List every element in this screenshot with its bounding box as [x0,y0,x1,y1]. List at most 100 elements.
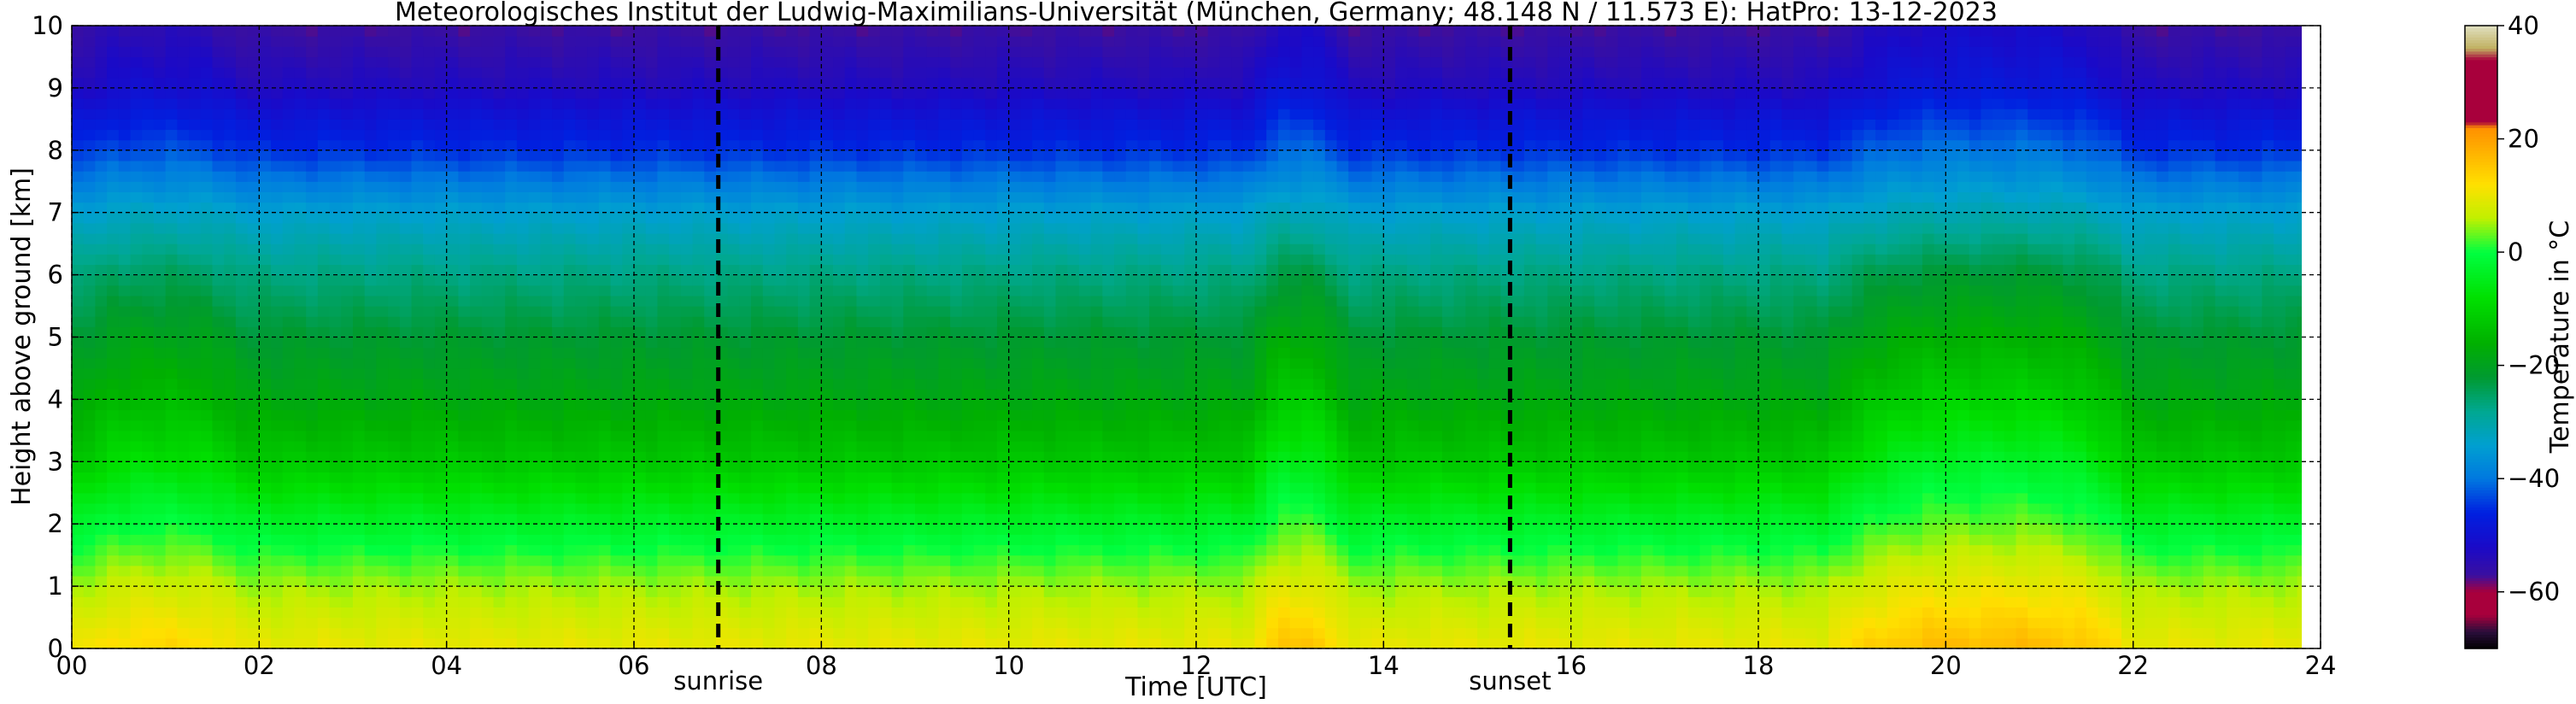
heatmap-cell [950,212,963,224]
heatmap-cell [224,46,237,58]
heatmap-cell [669,222,682,234]
heatmap-cell [364,77,378,89]
heatmap-cell [903,171,916,182]
heatmap-cell [446,191,459,203]
heatmap-cell [926,191,940,203]
heatmap-cell [481,243,495,255]
heatmap-cell [235,306,249,317]
heatmap-cell [809,544,822,556]
heatmap-cell [1020,492,1033,504]
heatmap-cell [833,357,846,369]
heatmap-cell [271,233,284,244]
heatmap-cell [961,575,975,587]
heatmap-cell [446,129,459,141]
heatmap-cell [692,274,705,286]
heatmap-cell [751,492,764,504]
heatmap-cell [399,222,413,234]
heatmap-cell [645,233,659,244]
heatmap-cell [622,596,635,607]
heatmap-cell [868,554,881,566]
heatmap-cell [247,513,260,525]
heatmap-cell [306,254,319,266]
heatmap-cell [751,67,764,79]
heatmap-cell [118,233,132,244]
heatmap-cell [610,347,623,359]
heatmap-cell [809,627,822,639]
heatmap-cell [915,26,928,37]
heatmap-cell [1008,607,1021,619]
heatmap-cell [353,502,366,514]
heatmap-cell [540,36,553,47]
heatmap-cell [645,513,659,525]
heatmap-cell [821,544,834,556]
heatmap-cell [317,233,331,244]
heatmap-cell [212,461,225,473]
heatmap-cell [505,451,518,462]
heatmap-cell [247,202,260,214]
heatmap-cell [587,596,600,607]
heatmap-cell [306,285,319,296]
heatmap-cell [680,502,694,514]
heatmap-cell [458,513,471,525]
heatmap-cell [72,441,85,452]
heatmap-cell [985,233,998,244]
heatmap-cell [727,26,740,37]
heatmap-cell [481,98,495,109]
heatmap-cell [915,378,928,390]
heatmap-cell [200,243,214,255]
heatmap-cell [259,295,272,307]
heatmap-cell [95,150,108,161]
heatmap-cell [973,222,986,234]
heatmap-cell [680,409,694,421]
heatmap-cell [774,109,787,120]
heatmap-cell [704,544,717,556]
heatmap-cell [985,129,998,141]
heatmap-cell [844,419,858,431]
heatmap-cell [165,596,178,607]
heatmap-cell [235,56,249,68]
heatmap-cell [950,295,963,307]
heatmap-cell [411,26,424,37]
heatmap-cell [727,306,740,317]
heatmap-cell [83,243,97,255]
heatmap-cell [563,472,577,484]
heatmap-cell [153,316,167,327]
heatmap-cell [200,419,214,431]
heatmap-cell [528,337,541,349]
heatmap-cell [353,295,366,307]
heatmap-cell [786,367,799,379]
heatmap-cell [575,492,588,504]
heatmap-cell [364,441,378,452]
heatmap-cell [1020,419,1033,431]
heatmap-cell [165,430,178,442]
heatmap-cell [528,586,541,597]
heatmap-cell [458,254,471,266]
heatmap-cell [1008,399,1021,411]
heatmap-cell [622,544,635,556]
heatmap-cell [598,502,612,514]
heatmap-cell [774,264,787,276]
heatmap-cell [306,607,319,619]
heatmap-cell [434,119,448,131]
heatmap-cell [505,233,518,244]
heatmap-cell [786,56,799,68]
heatmap-cell [317,399,331,411]
heatmap-cell [657,87,670,99]
heatmap-cell [247,389,260,400]
heatmap-cell [294,243,307,255]
heatmap-cell [891,243,904,255]
heatmap-cell [563,316,577,327]
heatmap-cell [610,575,623,587]
heatmap-cell [587,419,600,431]
heatmap-cell [657,347,670,359]
heatmap-cell [481,56,495,68]
heatmap-cell [727,524,740,535]
heatmap-cell [891,285,904,296]
heatmap-cell [692,575,705,587]
heatmap-cell [142,367,155,379]
heatmap-cell [364,617,378,629]
heatmap-cell [797,575,811,587]
heatmap-cell [1032,461,1045,473]
heatmap-cell [399,524,413,535]
heatmap-cell [797,524,811,535]
